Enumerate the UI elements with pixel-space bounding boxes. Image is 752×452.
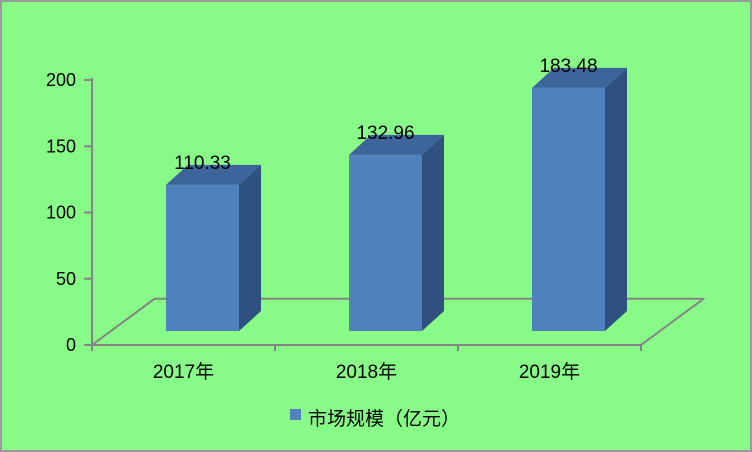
y-tick-label: 0 [66, 335, 76, 355]
category-label: 2018年 [336, 361, 397, 383]
category-labels: 2017年 2018年 2019年 [153, 361, 580, 383]
bar-top-face [532, 67, 627, 88]
y-tick-label: 150 [46, 136, 76, 156]
y-tick-label: 200 [46, 70, 76, 90]
y-axis-ticks: 0 50 100 150 200 [46, 70, 92, 355]
bar-series [166, 67, 627, 331]
legend-label: 市场规模（亿元） [308, 408, 460, 430]
bar-front-face [349, 154, 422, 331]
bar-side-face [239, 164, 261, 331]
y-tick-label: 100 [46, 203, 76, 223]
category-label: 2019年 [519, 361, 580, 383]
bar-top-face [349, 134, 444, 155]
bar-top-face [166, 164, 261, 185]
bar-value-labels: 110.33 132.96 183.48 [174, 56, 597, 174]
bar-value-label: 110.33 [174, 153, 231, 174]
bar-front-face [532, 87, 605, 331]
chart-legend: 市场规模（亿元） [290, 408, 460, 430]
x-axis-ticks [274, 345, 642, 351]
category-label: 2017年 [153, 361, 214, 383]
legend-swatch [290, 409, 301, 420]
y-tick-label: 50 [56, 269, 76, 289]
bar-value-label: 183.48 [539, 56, 597, 77]
bar-value-label: 132.96 [356, 123, 414, 144]
bar-side-face [422, 134, 444, 331]
bar-front-face [166, 184, 239, 331]
bar-side-face [605, 67, 627, 331]
